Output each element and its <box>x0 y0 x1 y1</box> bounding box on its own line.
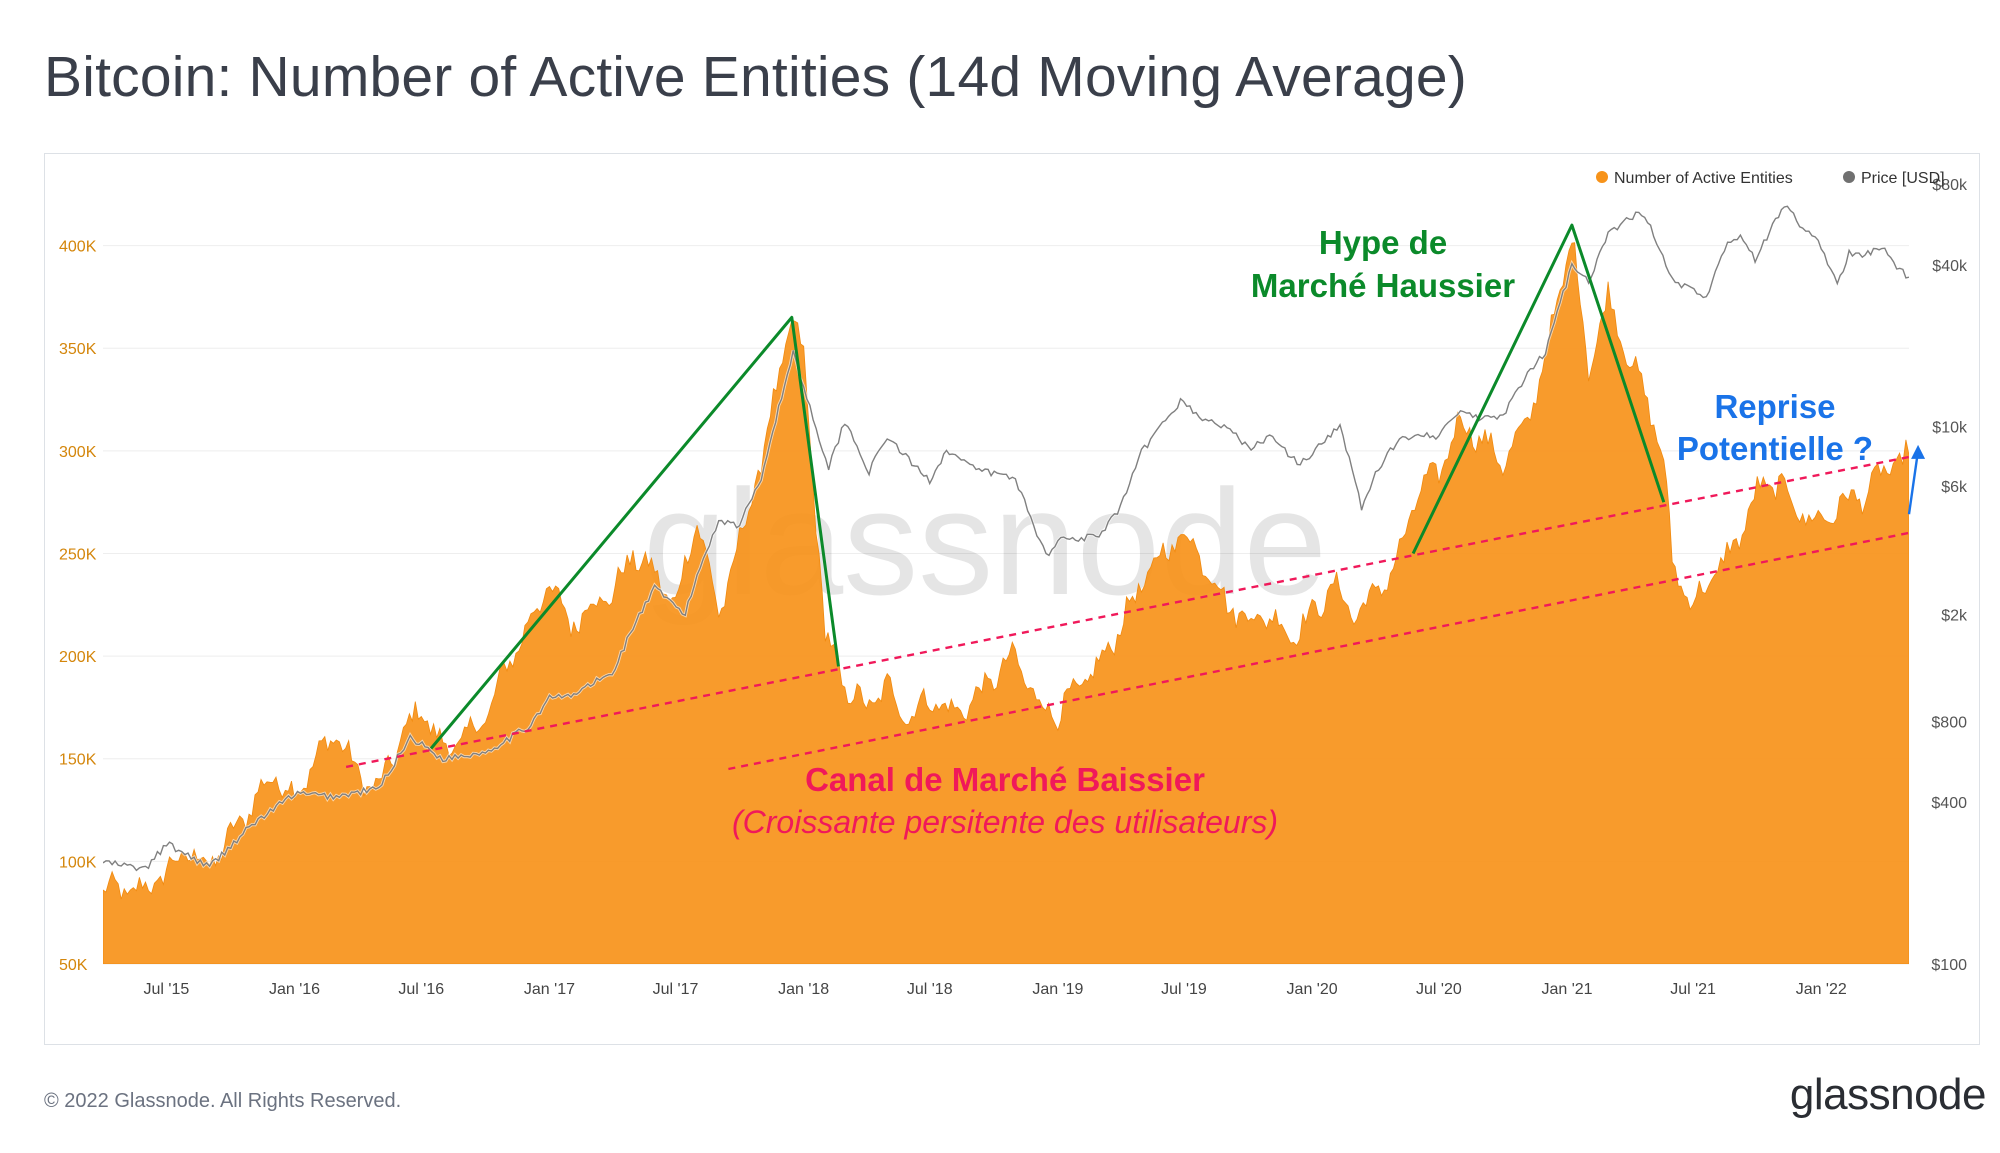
legend-price-label: Price [USD] <box>1861 170 1945 187</box>
reprise-label-line1: Reprise <box>1714 388 1835 425</box>
canal-title: Canal de Marché Baissier <box>805 761 1205 798</box>
price-series <box>103 204 1909 873</box>
axes: 50K 100K 150K 200K 250K 300K 350K 400K $100 $400 $… <box>59 177 1968 998</box>
x-axis-tick-label: Jul '16 <box>398 981 444 998</box>
channel-upper-line <box>345 455 1910 769</box>
x-axis-tick-label: Jan '20 <box>1287 981 1338 998</box>
x-axis-tick-label: Jul '15 <box>144 981 190 998</box>
right-axis-tick-label: $800 <box>1931 714 1967 731</box>
right-axis-tick-label: $100 <box>1931 957 1967 974</box>
legend-entities-label: Number of Active Entities <box>1614 170 1793 187</box>
bull-hype-line <box>429 315 840 750</box>
left-axis-tick-label: 150K <box>59 752 97 769</box>
x-axis-tick-label: Jul '18 <box>907 981 953 998</box>
recovery-arrow-head <box>1911 444 1926 459</box>
page-title: Bitcoin: Number of Active Entities (14d … <box>44 45 1467 109</box>
canal-subtitle: (Croissante persitente des utilisateurs) <box>732 804 1278 840</box>
x-axis-tick-label: Jul '21 <box>1670 981 1716 998</box>
x-axis-tick-label: Jan '17 <box>524 981 575 998</box>
x-axis-tick-label: Jul '17 <box>653 981 699 998</box>
left-axis-tick-label: 200K <box>59 649 97 666</box>
x-axis-tick-label: Jul '20 <box>1416 981 1462 998</box>
legend-entities-swatch <box>1596 171 1608 183</box>
chart-panel: glassnode 50K 100K 150K 200K 250K 300K 350K 400… <box>44 153 1980 1045</box>
legend-price-swatch <box>1843 171 1855 183</box>
recovery-arrow-line <box>1907 450 1920 515</box>
right-axis-tick-label: $10k <box>1932 420 1968 437</box>
left-axis-tick-label: 300K <box>59 444 97 461</box>
price-line <box>103 205 1909 872</box>
right-axis-tick-label: $400 <box>1931 795 1967 812</box>
entities-series <box>103 242 1909 964</box>
x-axis-tick-label: Jan '19 <box>1032 981 1083 998</box>
right-axis-tick-label: $40k <box>1932 258 1968 275</box>
legend[interactable]: Number of Active Entities Price [USD] <box>1596 170 1945 187</box>
left-axis-tick-label: 50K <box>59 957 88 974</box>
left-axis-tick-label: 350K <box>59 341 97 358</box>
x-axis-tick-label: Jan '18 <box>778 981 829 998</box>
x-axis-tick-label: Jul '19 <box>1161 981 1207 998</box>
right-axis-tick-label: $2k <box>1941 607 1968 624</box>
hype-label-line1: Hype de <box>1319 224 1447 261</box>
right-axis-tick-label: $6k <box>1941 479 1968 496</box>
chart: glassnode 50K100K150K200K250K300K350K400… <box>59 170 1968 998</box>
footer-copyright: © 2022 Glassnode. All Rights Reserved. <box>44 1090 402 1112</box>
reprise-label-line2: Potentielle ? <box>1677 430 1873 467</box>
entities-area <box>103 242 1909 964</box>
channel-lower-line <box>728 531 1910 771</box>
annotations: Hype de Marché Haussier Reprise Potentielle… <box>732 224 1873 840</box>
x-axis-tick-label: Jan '16 <box>269 981 320 998</box>
hype-label-line2: Marché Haussier <box>1251 267 1515 304</box>
x-axis-tick-label: Jan '21 <box>1541 981 1592 998</box>
left-axis-tick-label: 250K <box>59 546 97 563</box>
bull-hype-line <box>1411 223 1666 555</box>
left-axis-tick-label: 100K <box>59 854 97 871</box>
x-axis-tick-label: Jan '22 <box>1796 981 1847 998</box>
annotation-lines <box>345 223 1926 771</box>
right-axis-tick-label: $80k <box>1932 177 1968 194</box>
glassnode-logo: glassnode <box>1789 1070 1987 1119</box>
left-axis-tick-label: 400K <box>59 239 97 256</box>
